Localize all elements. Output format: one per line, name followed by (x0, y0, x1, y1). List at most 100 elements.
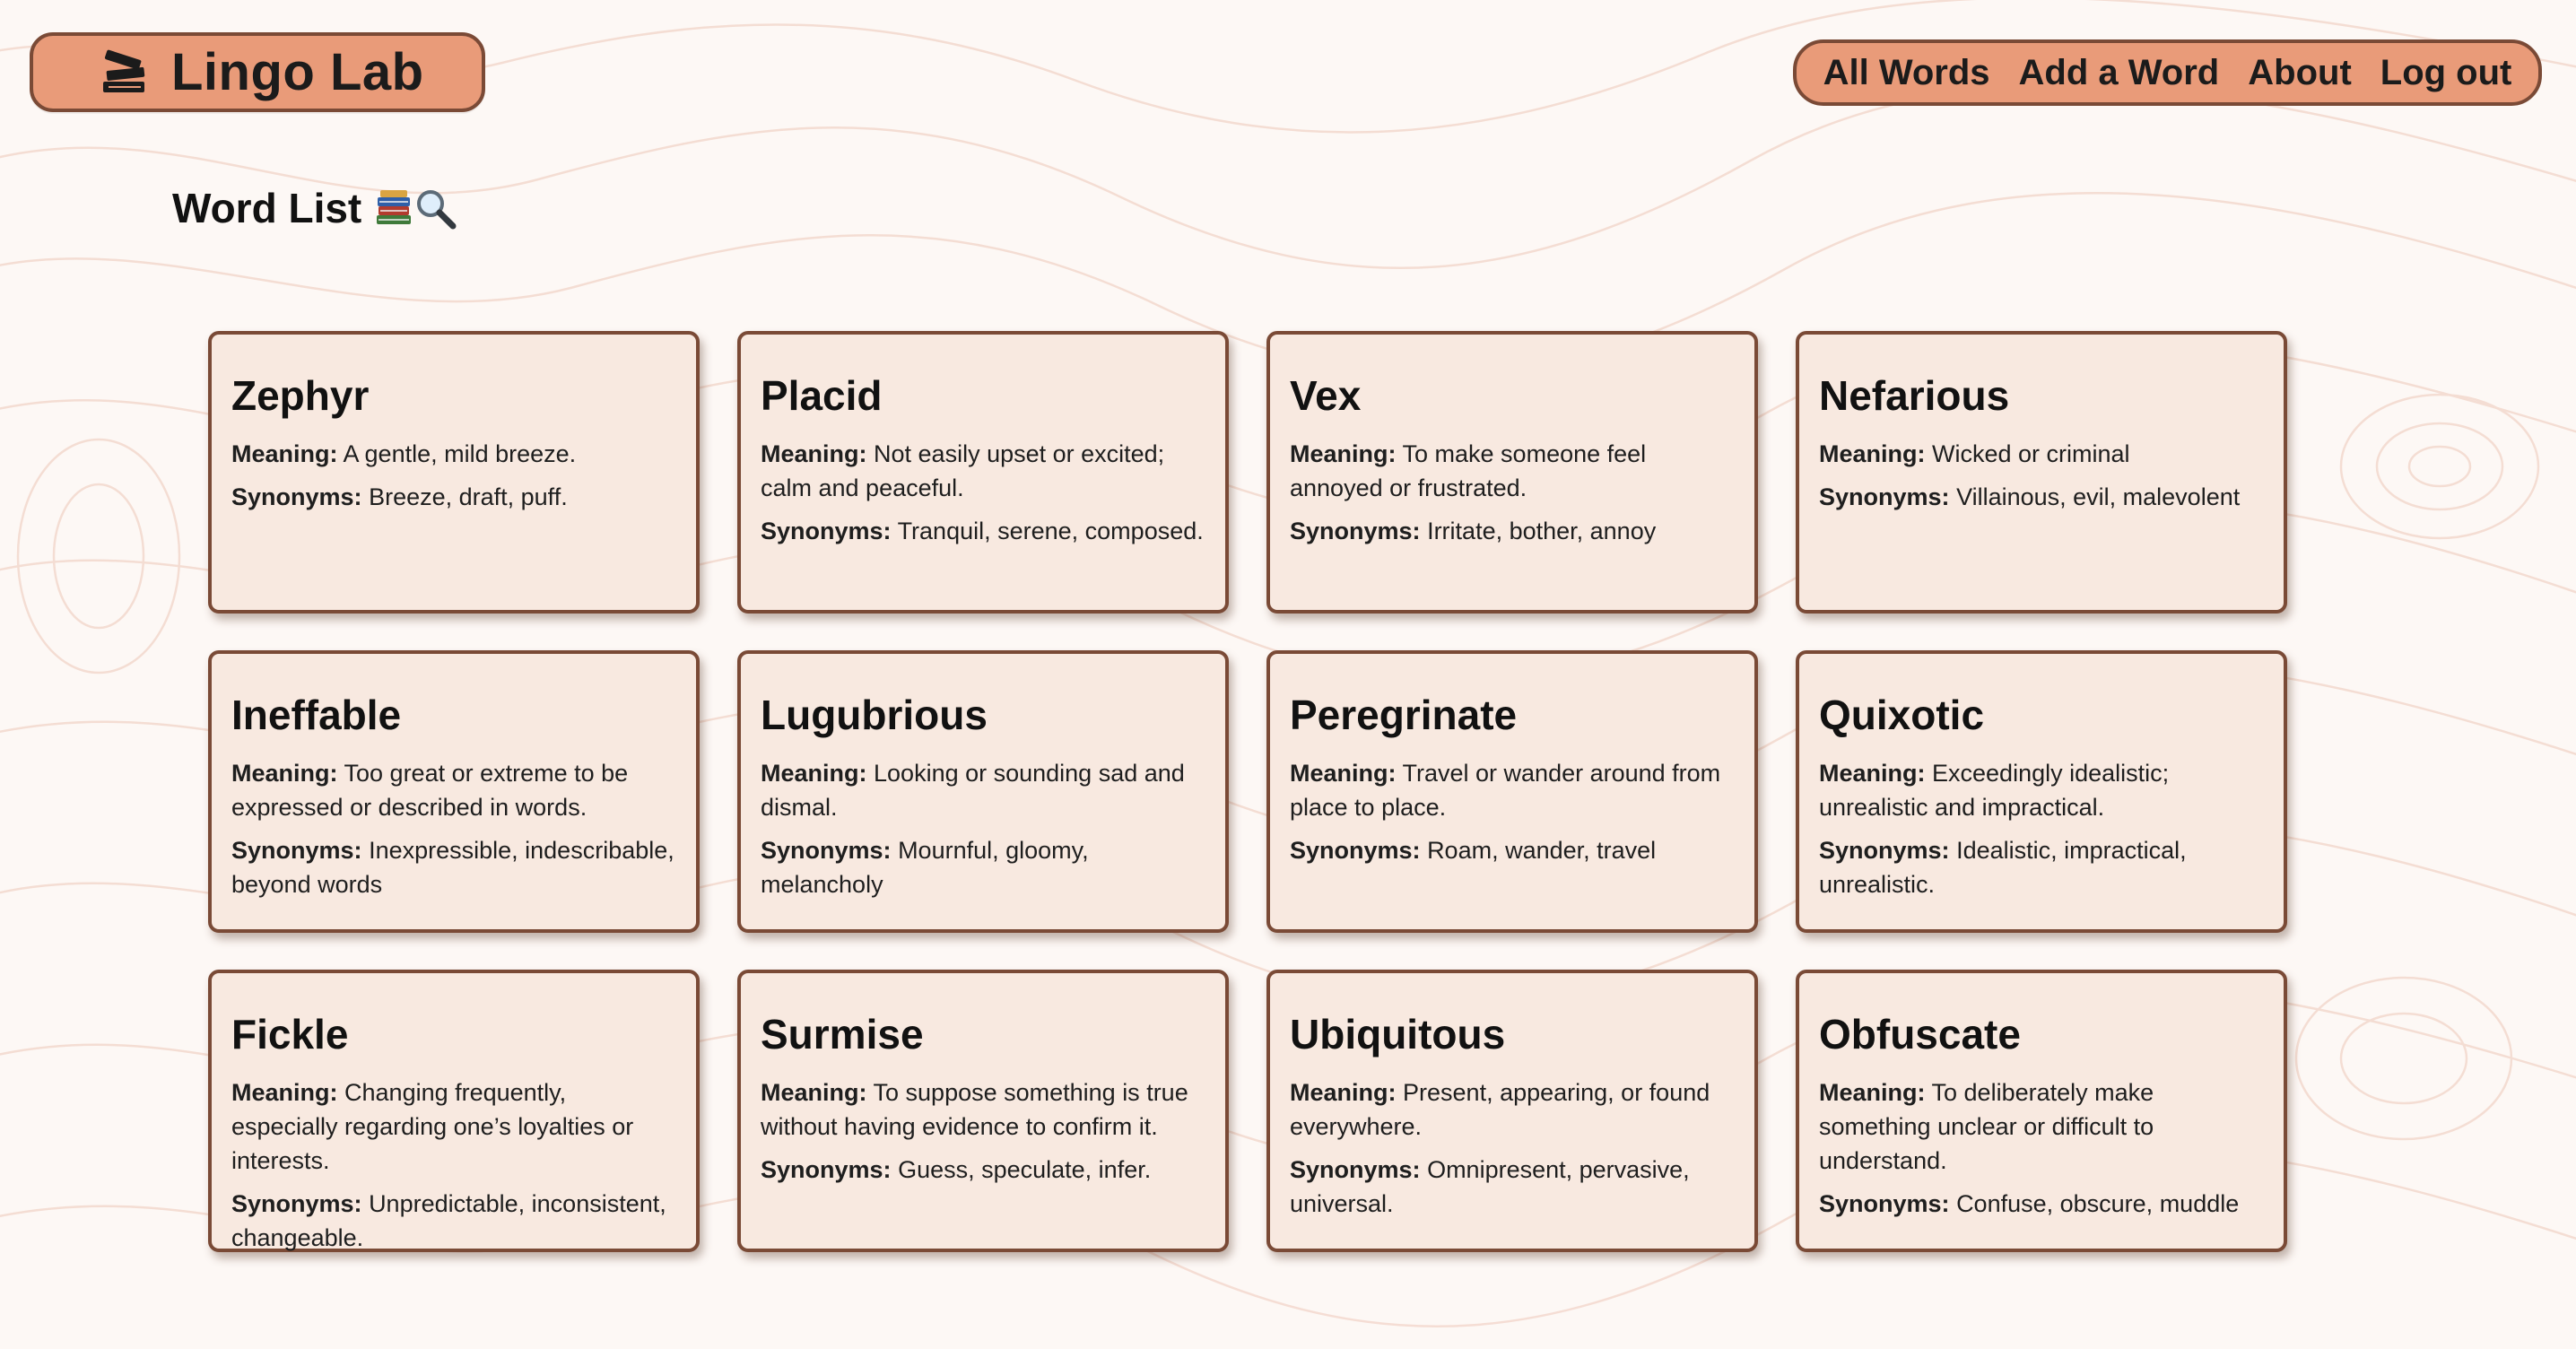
synonyms-label: Synonyms: (1819, 483, 1950, 511)
word-meaning: Meaning: Wicked or criminal (1819, 437, 2264, 471)
word-synonyms: Synonyms: Inexpressible, indescribable, … (231, 833, 676, 901)
word-card[interactable]: Ubiquitous Meaning: Present, appearing, … (1266, 970, 1758, 1252)
page-title-text: Word List (172, 185, 362, 231)
word-meaning: Meaning: Changing frequently, especially… (231, 1075, 676, 1178)
word-card[interactable]: Quixotic Meaning: Exceedingly idealistic… (1796, 650, 2287, 933)
word-synonyms: Synonyms: Villainous, evil, malevolent (1819, 480, 2264, 514)
meaning-text: Exceedingly idealistic; unrealistic and … (1819, 760, 2170, 822)
word-meaning: Meaning: To suppose something is true wi… (761, 1075, 1205, 1144)
nav-all-words-link[interactable]: All Words (1823, 52, 1990, 92)
page-title: Word List (172, 184, 458, 232)
word-card[interactable]: Nefarious Meaning: Wicked or criminal Sy… (1796, 331, 2287, 614)
synonyms-label: Synonyms: (1819, 837, 1950, 865)
meaning-label: Meaning: (231, 440, 338, 468)
main-nav: All Words Add a Word About Log out (1793, 39, 2542, 106)
meaning-label: Meaning: (1819, 1079, 1926, 1107)
nav-logout-link[interactable]: Log out (2380, 52, 2512, 92)
word-meaning: Meaning: To make someone feel annoyed or… (1290, 437, 1735, 505)
word-grid: Zephyr Meaning: A gentle, mild breeze. S… (208, 331, 2287, 1252)
meaning-text: To deliberately make something unclear o… (1819, 1079, 2154, 1175)
nav-add-word-link[interactable]: Add a Word (2018, 52, 2220, 92)
synonyms-text: Irritate, bother, annoy (1427, 518, 1657, 545)
synonyms-text: Confuse, obscure, muddle (1956, 1190, 2240, 1218)
synonyms-label: Synonyms: (1819, 1190, 1950, 1218)
word-meaning: Meaning: Travel or wander around from pl… (1290, 756, 1735, 824)
meaning-text: Present, appearing, or found everywhere. (1290, 1079, 1710, 1141)
meaning-text: A gentle, mild breeze. (343, 440, 577, 468)
meaning-label: Meaning: (231, 760, 338, 788)
word-meaning: Meaning: Too great or extreme to be expr… (231, 756, 676, 824)
meaning-text: To suppose something is true without hav… (761, 1079, 1188, 1141)
app-name: Lingo Lab (171, 43, 424, 101)
word-card[interactable]: Ineffable Meaning: Too great or extreme … (208, 650, 700, 933)
meaning-label: Meaning: (1819, 760, 1926, 788)
nav-about-link[interactable]: About (2248, 52, 2352, 92)
synonyms-text: Mournful, gloomy, melancholy (761, 837, 1089, 899)
meaning-label: Meaning: (761, 440, 867, 468)
meaning-text: Looking or sounding sad and dismal. (761, 760, 1185, 822)
word-card[interactable]: Fickle Meaning: Changing frequently, esp… (208, 970, 700, 1252)
synonyms-label: Synonyms: (761, 1156, 892, 1184)
magnifier-icon (417, 190, 457, 230)
word-synonyms: Synonyms: Omnipresent, pervasive, univer… (1290, 1153, 1735, 1221)
synonyms-text: Roam, wander, travel (1427, 837, 1657, 865)
word-meaning: Meaning: Present, appearing, or found ev… (1290, 1075, 1735, 1144)
word-meaning: Meaning: To deliberately make something … (1819, 1075, 2264, 1178)
synonyms-text: Villainous, evil, malevolent (1956, 483, 2241, 511)
word-card[interactable]: Lugubrious Meaning: Looking or sounding … (737, 650, 1229, 933)
word-synonyms: Synonyms: Guess, speculate, infer. (761, 1153, 1205, 1187)
word-meaning: Meaning: Exceedingly idealistic; unreali… (1819, 756, 2264, 824)
logo-home-button[interactable]: Lingo Lab (30, 32, 485, 112)
word-card[interactable]: Surmise Meaning: To suppose something is… (737, 970, 1229, 1252)
word-title: Placid (761, 372, 883, 419)
word-title: Surmise (761, 1011, 924, 1057)
synonyms-text: Guess, speculate, infer. (898, 1156, 1152, 1184)
books-icon (377, 190, 412, 224)
word-card[interactable]: Peregrinate Meaning: Travel or wander ar… (1266, 650, 1758, 933)
word-meaning: Meaning: A gentle, mild breeze. (231, 437, 676, 471)
word-title: Ineffable (231, 692, 402, 738)
word-title: Quixotic (1819, 692, 1985, 738)
synonyms-label: Synonyms: (1290, 518, 1421, 545)
synonyms-label: Synonyms: (231, 1190, 362, 1218)
synonyms-text: Inexpressible, indescribable, beyond wor… (231, 837, 674, 899)
synonyms-text: Idealistic, impractical, unrealistic. (1819, 837, 2187, 899)
meaning-label: Meaning: (761, 1079, 867, 1107)
synonyms-label: Synonyms: (1290, 837, 1421, 865)
word-card[interactable]: Placid Meaning: Not easily upset or exci… (737, 331, 1229, 614)
word-synonyms: Synonyms: Idealistic, impractical, unrea… (1819, 833, 2264, 901)
word-synonyms: Synonyms: Unpredictable, inconsistent, c… (231, 1187, 676, 1255)
word-synonyms: Synonyms: Irritate, bother, annoy (1290, 514, 1735, 548)
meaning-label: Meaning: (1290, 760, 1397, 788)
word-synonyms: Synonyms: Breeze, draft, puff. (231, 480, 676, 514)
word-meaning: Meaning: Looking or sounding sad and dis… (761, 756, 1205, 824)
meaning-label: Meaning: (761, 760, 867, 788)
meaning-label: Meaning: (1819, 440, 1926, 468)
word-title: Peregrinate (1290, 692, 1518, 738)
meaning-label: Meaning: (1290, 1079, 1397, 1107)
word-card[interactable]: Vex Meaning: To make someone feel annoye… (1266, 331, 1758, 614)
word-card[interactable]: Zephyr Meaning: A gentle, mild breeze. S… (208, 331, 700, 614)
word-synonyms: Synonyms: Confuse, obscure, muddle (1819, 1187, 2264, 1221)
meaning-text: Wicked or criminal (1932, 440, 2130, 468)
synonyms-label: Synonyms: (231, 483, 362, 511)
word-title: Fickle (231, 1011, 349, 1057)
word-synonyms: Synonyms: Mournful, gloomy, melancholy (761, 833, 1205, 901)
word-synonyms: Synonyms: Roam, wander, travel (1290, 833, 1735, 867)
meaning-text: Changing frequently, especially regardin… (231, 1079, 634, 1175)
word-title: Obfuscate (1819, 1011, 2021, 1057)
meaning-text: To make someone feel annoyed or frustrat… (1290, 440, 1647, 502)
title-icons (374, 187, 458, 230)
synonyms-label: Synonyms: (231, 837, 362, 865)
meaning-text: Travel or wander around from place to pl… (1290, 760, 1721, 822)
word-meaning: Meaning: Not easily upset or excited; ca… (761, 437, 1205, 505)
synonyms-label: Synonyms: (761, 518, 892, 545)
meaning-text: Not easily upset or excited; calm and pe… (761, 440, 1165, 502)
books-icon (98, 48, 152, 98)
word-title: Zephyr (231, 372, 370, 419)
synonyms-text: Tranquil, serene, composed. (897, 518, 1204, 545)
word-card[interactable]: Obfuscate Meaning: To deliberately make … (1796, 970, 2287, 1252)
word-title: Nefarious (1819, 372, 2010, 419)
synonyms-text: Unpredictable, inconsistent, changeable. (231, 1190, 666, 1252)
word-title: Ubiquitous (1290, 1011, 1506, 1057)
